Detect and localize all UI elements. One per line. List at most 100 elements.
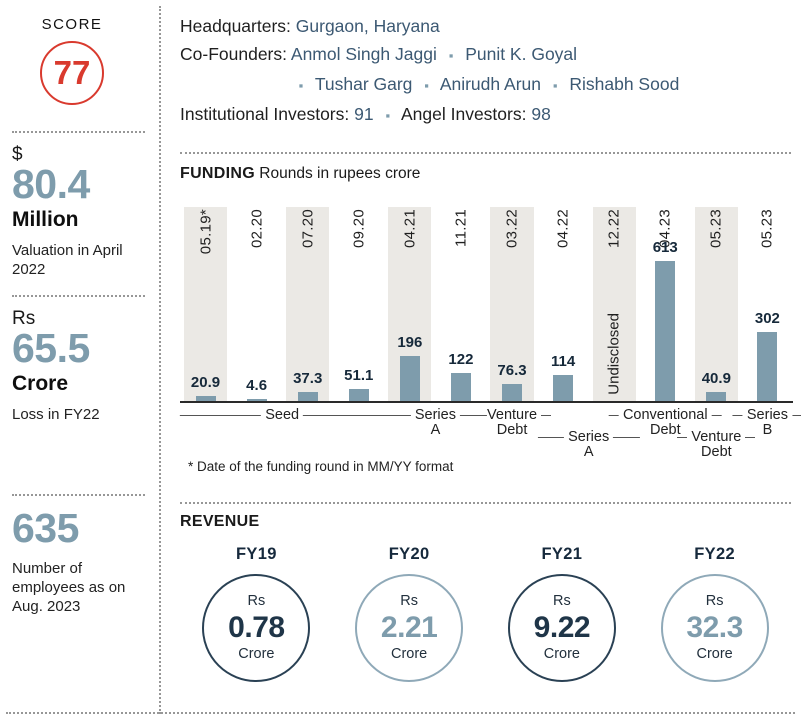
funding-date-label: 07.20 <box>299 209 317 249</box>
revenue-circle: Rs 2.21 Crore <box>355 574 464 682</box>
group-bracket-line <box>732 414 743 416</box>
stat-description: Valuation in April 2022 <box>12 241 123 278</box>
chart-footnote: * Date of the funding round in MM/YY for… <box>188 459 454 474</box>
dotted-separator <box>12 494 145 497</box>
funding-date-label: 12.22 <box>605 209 623 249</box>
revenue-fy19: FY19 Rs 0.78 Crore <box>180 545 333 682</box>
funding-bar <box>246 399 267 401</box>
funding-date-label: 09.20 <box>350 209 368 249</box>
funding-value-label: 302 <box>754 310 780 327</box>
funding-value-label: 4.6 <box>246 377 268 394</box>
funding-bar <box>655 261 676 401</box>
funding-bar <box>502 384 522 401</box>
group-bracket-line <box>541 414 552 416</box>
funding-round-group: Series B <box>732 407 801 438</box>
cofounders-label: Co-Founders: <box>180 44 287 64</box>
cofounder-name: Anmol Singh Jaggi <box>290 44 437 64</box>
headquarters-label: Headquarters: <box>180 16 291 36</box>
bullet-icon: ▪ <box>552 78 558 93</box>
funding-value-label: 51.1 <box>344 367 374 384</box>
funding-date-label: 05.23 <box>758 209 776 249</box>
currency-symbol: Rs <box>12 308 36 330</box>
funding-column: 03.22 76.3 <box>486 197 537 401</box>
cofounders-line-1: Co-Founders: Anmol Singh Jaggi ▪ Punit K… <box>180 40 791 70</box>
sidebar: SCORE 77 $ 80.4 Million Valuation in Apr… <box>12 16 150 616</box>
dotted-separator <box>12 131 145 133</box>
stat-description: Number of employees as on Aug. 2023 <box>12 559 126 615</box>
cofounder-name: Anirudh Arun <box>439 74 541 94</box>
bullet-icon: ▪ <box>424 78 429 93</box>
funding-column: 05.19* 20.9 <box>180 197 231 401</box>
funding-value-label: 20.9 <box>190 374 221 391</box>
stat-value: 65.5 <box>12 325 90 372</box>
funding-column: 07.20 37.3 <box>282 197 333 401</box>
funding-round-groups: Seed Series A Venture Debt Series A Conventiona… <box>179 403 801 460</box>
company-info: Headquarters: Gurgaon, Haryana Co-Founde… <box>180 12 791 130</box>
group-bracket-line <box>613 436 640 438</box>
group-label: Seed <box>265 407 300 423</box>
stat-description: Loss in FY22 <box>12 406 100 423</box>
funding-date-label: 04.22 <box>554 209 572 249</box>
funding-round-group: Conventional Debt <box>608 407 722 438</box>
group-label-line2: Debt <box>701 444 732 460</box>
funding-round-group: Series A <box>384 407 487 438</box>
funding-section: FUNDING Rounds in rupees crore 05.19* 20.… <box>179 165 801 474</box>
revenue-circle: Rs 0.78 Crore <box>202 574 311 682</box>
fiscal-year-label: FY20 <box>388 545 430 563</box>
funding-column: 05.23 302 <box>742 197 793 401</box>
unit-label: Crore <box>696 646 733 663</box>
group-bracket-line <box>303 414 385 416</box>
group-label-line2: A <box>583 444 594 460</box>
funding-bar <box>450 373 471 401</box>
investors-line: Institutional Investors: 91 ▪ Angel Inve… <box>180 100 791 130</box>
vertical-dotted-divider <box>159 6 161 714</box>
fiscal-year-label: FY21 <box>541 545 583 563</box>
bullet-icon: ▪ <box>385 108 391 123</box>
revenue-value: 0.78 <box>228 610 285 644</box>
funding-date-label: 11.21 <box>452 209 470 247</box>
group-label: Series <box>568 429 610 445</box>
cofounder-name: Rishabh Sood <box>569 74 680 94</box>
unit-label: Crore <box>238 646 275 663</box>
funding-bar <box>195 396 216 401</box>
funding-column: 09.20 51.1 <box>333 197 384 401</box>
funding-value-label: 122 <box>448 351 474 368</box>
cofounder-name: Punit K. Goyal <box>465 44 578 64</box>
currency-symbol: $ <box>12 144 23 165</box>
group-label: Series <box>414 407 456 423</box>
revenue-fy20: FY20 Rs 2.21 Crore <box>333 545 486 682</box>
stat-value: 80.4 <box>12 161 90 207</box>
dotted-separator <box>6 712 795 714</box>
group-label: Venture <box>487 407 538 423</box>
bullet-icon: ▪ <box>298 78 304 93</box>
fiscal-year-label: FY22 <box>694 545 735 563</box>
funding-column: 05.23 40.9 <box>691 197 742 401</box>
funding-bar <box>399 356 420 401</box>
unit-label: Crore <box>390 646 428 663</box>
group-bracket-line <box>608 414 619 416</box>
funding-value-label: 37.3 <box>293 370 323 387</box>
group-bracket-line <box>677 436 688 438</box>
funding-column: 04.21 196 <box>384 197 435 401</box>
group-label: Series <box>746 407 788 423</box>
group-bracket-line <box>711 414 722 416</box>
funding-date-label: 05.23 <box>707 209 725 249</box>
cofounder-name: Tushar Garg <box>314 74 413 94</box>
group-label: Conventional <box>622 407 708 423</box>
group-label-line2: A <box>430 422 441 438</box>
score-label: SCORE <box>41 16 103 33</box>
revenue-value: 2.21 <box>380 610 438 644</box>
group-bracket-line <box>473 414 484 416</box>
funding-value-label: 76.3 <box>497 362 527 379</box>
funding-round-group: Seed <box>179 407 385 423</box>
unit-label: Crore <box>543 646 580 663</box>
dotted-separator <box>180 502 791 504</box>
funding-column: 02.20 4.6 <box>231 197 282 401</box>
group-bracket-line <box>791 414 801 416</box>
stat-employees: 635 Number of employees as on Aug. 2023 <box>12 507 150 616</box>
score-value: 77 <box>53 54 91 91</box>
funding-column: 04.22 114 <box>538 197 589 401</box>
group-label-line2: Debt <box>496 422 528 438</box>
funding-bar <box>297 392 318 401</box>
